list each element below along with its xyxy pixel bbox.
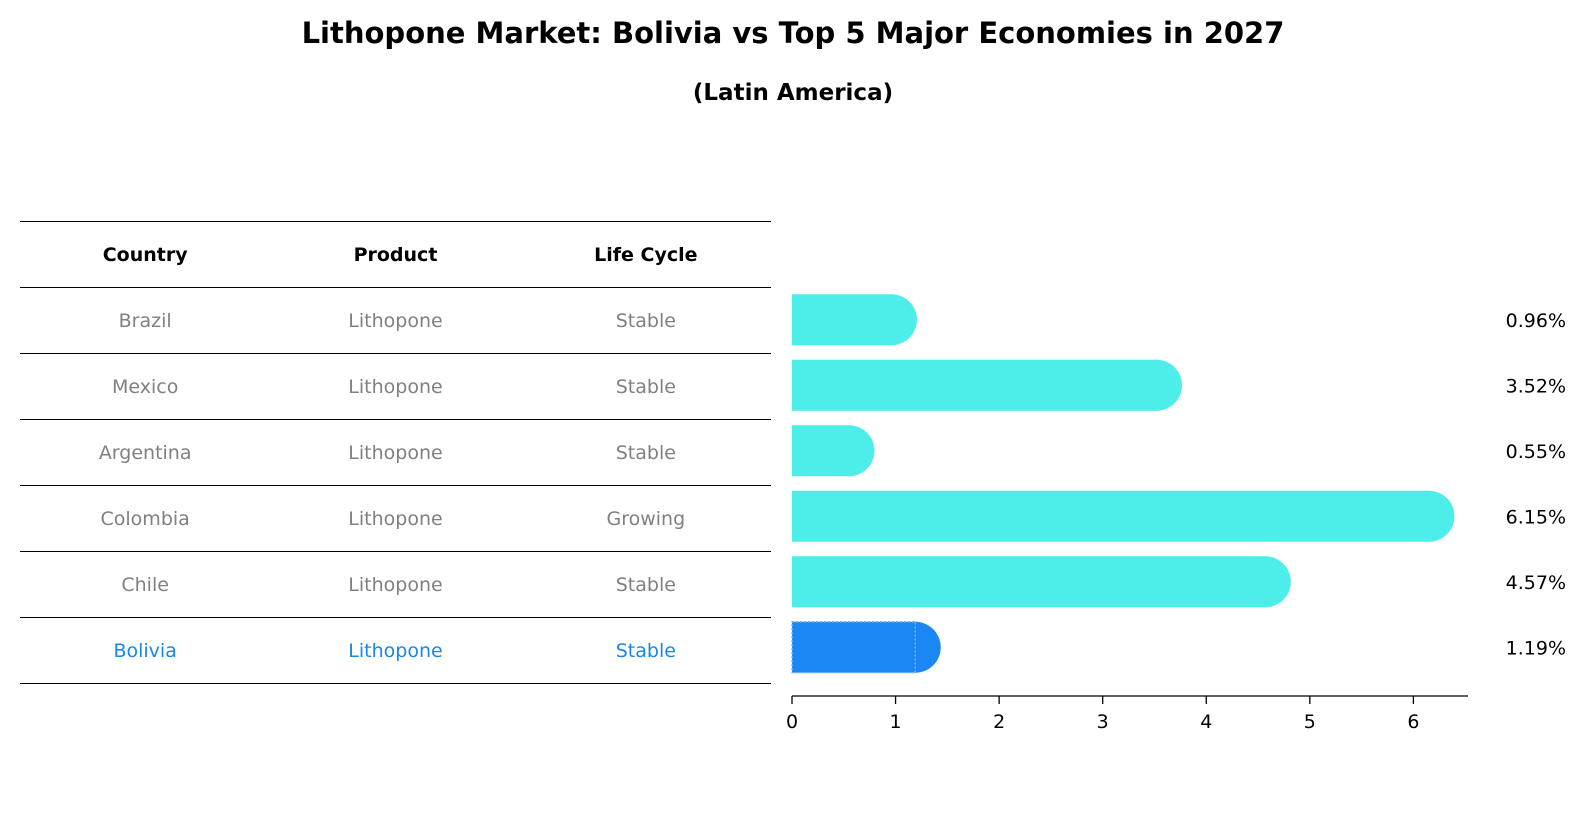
country-cell: Argentina <box>20 419 271 486</box>
bar-highlight-outline <box>791 621 916 674</box>
chart-subtitle: (Latin America) <box>692 80 894 106</box>
x-tick-label-2: 2 <box>993 711 1005 733</box>
product-cell: Lithopone <box>270 617 521 684</box>
data-label-bolivia: 1.19% <box>1506 637 1566 659</box>
column-header-country: Country <box>20 221 271 288</box>
table-row: Argentina Lithopone Stable <box>20 419 771 486</box>
x-tick-label-6: 6 <box>1407 711 1419 733</box>
chart-title: Lithopone Market: Bolivia vs Top 5 Major… <box>301 16 1285 50</box>
table-header-row: Country Product Life Cycle <box>20 221 771 288</box>
life-cycle-cell: Stable <box>520 353 771 420</box>
table-row: Brazil Lithopone Stable <box>20 287 771 354</box>
country-cell: Mexico <box>20 353 271 420</box>
life-cycle-cell: Stable <box>520 551 771 618</box>
product-cell: Lithopone <box>270 287 521 354</box>
column-header-life-cycle: Life Cycle <box>520 221 771 288</box>
life-cycle-cell: Growing <box>520 485 771 552</box>
bar-colombia <box>792 490 1429 542</box>
life-cycle-cell: Stable <box>520 287 771 354</box>
product-cell: Lithopone <box>270 485 521 552</box>
bar-cap-colombia <box>1403 490 1455 542</box>
bar-cap-mexico <box>1131 359 1183 411</box>
bar-cap-chile <box>1239 556 1291 608</box>
x-tick-label-1: 1 <box>890 711 902 733</box>
data-label-colombia: 6.15% <box>1506 506 1566 528</box>
product-cell: Lithopone <box>270 353 521 420</box>
table-row: Mexico Lithopone Stable <box>20 353 771 420</box>
market-table: Country Product Life Cycle Brazil Lithop… <box>20 221 771 684</box>
bar-chile <box>792 556 1266 608</box>
x-tick-label-3: 3 <box>1097 711 1109 733</box>
country-cell: Bolivia <box>20 617 271 684</box>
product-cell: Lithopone <box>270 419 521 486</box>
life-cycle-cell: Stable <box>520 617 771 684</box>
x-tick-label-4: 4 <box>1200 711 1212 733</box>
bar-mexico <box>792 359 1157 411</box>
bar-cap-argentina <box>823 425 875 477</box>
data-label-chile: 4.57% <box>1506 572 1566 594</box>
country-cell: Brazil <box>20 287 271 354</box>
table-row-highlighted: Bolivia Lithopone Stable <box>20 617 771 684</box>
country-cell: Colombia <box>20 485 271 552</box>
x-tick-label-5: 5 <box>1304 711 1316 733</box>
table-row: Chile Lithopone Stable <box>20 551 771 618</box>
product-cell: Lithopone <box>270 551 521 618</box>
life-cycle-cell: Stable <box>520 419 771 486</box>
x-tick-label-0: 0 <box>786 711 798 733</box>
data-label-brazil: 0.96% <box>1506 310 1566 332</box>
data-label-argentina: 0.55% <box>1506 441 1566 463</box>
data-label-mexico: 3.52% <box>1506 375 1566 397</box>
country-cell: Chile <box>20 551 271 618</box>
bar-cap-brazil <box>865 294 917 346</box>
table-row: Colombia Lithopone Growing <box>20 485 771 552</box>
column-header-product: Product <box>270 221 521 288</box>
